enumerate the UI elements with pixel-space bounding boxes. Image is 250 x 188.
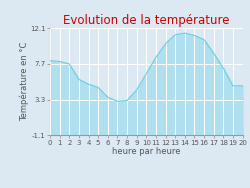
Y-axis label: Température en °C: Température en °C — [19, 42, 29, 121]
X-axis label: heure par heure: heure par heure — [112, 147, 180, 156]
Title: Evolution de la température: Evolution de la température — [63, 14, 230, 27]
